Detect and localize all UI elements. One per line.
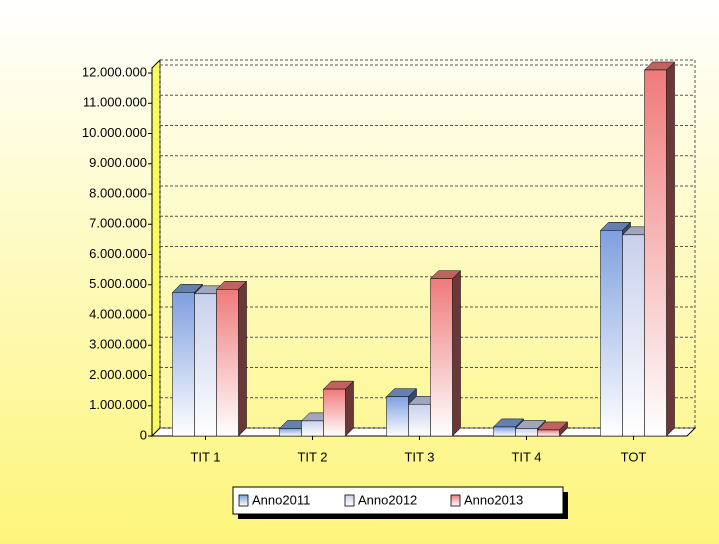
legend-swatch — [238, 494, 249, 507]
bar-side — [666, 61, 675, 437]
bar — [408, 403, 431, 437]
legend-swatch — [344, 494, 355, 507]
bar — [216, 289, 239, 437]
bar — [301, 420, 324, 437]
x-tick-label: TIT 1 — [190, 449, 220, 464]
bar — [644, 69, 667, 437]
y-tick-label: 7.000.000 — [89, 216, 147, 231]
legend — [232, 486, 564, 515]
bar — [279, 428, 302, 437]
bar — [323, 388, 346, 437]
legend-label: Anno2011 — [252, 492, 310, 507]
y-tick-label: 1.000.000 — [89, 397, 147, 412]
bar — [493, 426, 516, 437]
bar — [600, 230, 623, 437]
bar-side — [238, 280, 247, 437]
bar — [515, 428, 538, 437]
y-tick-label: 3.000.000 — [89, 337, 147, 352]
legend-label: Anno2013 — [464, 492, 523, 507]
y-tick-label: 12.000.000 — [82, 64, 147, 79]
x-tick-label: TIT 2 — [297, 449, 327, 464]
y-tick-label: 6.000.000 — [89, 246, 147, 261]
y-tick-label: 8.000.000 — [89, 185, 147, 200]
y-tick-label: 4.000.000 — [89, 306, 147, 321]
x-tick-label: TIT 3 — [404, 449, 434, 464]
y-tick-label: 0 — [140, 427, 147, 442]
left-wall — [151, 58, 161, 438]
bar — [537, 429, 560, 437]
bar — [194, 293, 217, 437]
bar-side — [452, 270, 461, 437]
y-tick-label: 11.000.000 — [83, 95, 147, 110]
y-tick-label: 10.000.000 — [82, 125, 147, 140]
legend-label: Anno2012 — [358, 492, 417, 507]
bar — [172, 292, 195, 437]
legend-swatch — [450, 494, 461, 507]
bar-side — [345, 380, 354, 437]
bar — [622, 234, 645, 437]
bar — [386, 396, 409, 437]
x-tick-label: TIT 4 — [511, 449, 541, 464]
x-tick-label: TOT — [621, 449, 647, 464]
y-tick-label: 9.000.000 — [89, 155, 147, 170]
y-tick-label: 2.000.000 — [89, 367, 147, 382]
y-tick-label: 5.000.000 — [89, 276, 147, 291]
bar — [430, 278, 453, 437]
